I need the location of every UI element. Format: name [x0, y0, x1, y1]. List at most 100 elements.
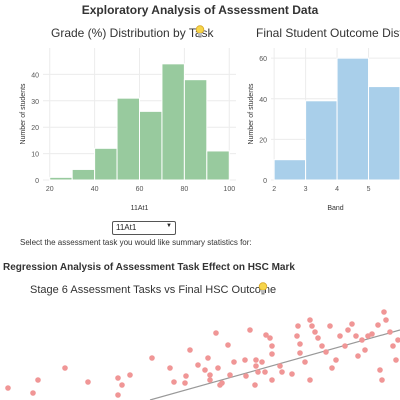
scatter-point — [215, 365, 221, 371]
final-ytick-label: 40 — [259, 97, 267, 104]
task-select[interactable]: 11At1 ▼ — [112, 221, 176, 235]
scatter-point — [309, 323, 315, 329]
task-select-value: 11At1 — [116, 223, 137, 232]
scatter-point — [355, 353, 361, 359]
scatter-point — [171, 379, 177, 385]
scatter-point — [315, 335, 321, 341]
grade-bar — [116, 97, 140, 181]
scatter-point — [359, 337, 365, 343]
final-xtick-label: 5 — [367, 186, 371, 193]
scatter-point — [263, 332, 269, 338]
scatter-point — [252, 382, 258, 388]
scatter-point — [242, 357, 248, 363]
scatter-point — [202, 367, 208, 373]
grade-ylabel: Number of students — [20, 83, 27, 145]
scatter-point — [213, 330, 219, 336]
chevron-down-icon: ▼ — [166, 223, 172, 229]
scatter-point — [353, 333, 359, 339]
final-bar — [336, 57, 370, 181]
scatter-point — [307, 317, 313, 323]
grade-bar — [139, 110, 163, 181]
scatter-point — [337, 333, 343, 339]
scatter-point — [277, 363, 283, 369]
scatter-point — [227, 372, 233, 378]
scatter-point — [294, 333, 300, 339]
scatter-point — [323, 349, 329, 355]
final-chart-title: Final Student Outcome Distribution — [256, 26, 400, 40]
scatter-point — [205, 355, 211, 361]
select-prompt: Select the assessment task you would lik… — [20, 238, 252, 247]
final-ytick-label: 20 — [259, 137, 267, 144]
scatter-point — [297, 341, 303, 347]
scatter-point — [333, 357, 339, 363]
final-bar — [273, 159, 307, 181]
scatter-point — [369, 331, 375, 337]
scatter-point — [127, 372, 133, 378]
grade-ytick-label: 10 — [31, 152, 39, 159]
scatter-point — [377, 367, 383, 373]
scatter-point — [289, 371, 295, 377]
scatter-point — [390, 343, 396, 349]
scatter-point — [362, 347, 368, 353]
grade-bar — [183, 79, 208, 181]
final-ylabel: Number of students — [248, 83, 255, 145]
final-xlabel: Band — [327, 205, 343, 212]
grade-ytick-label: 0 — [35, 178, 39, 185]
scatter-point — [119, 382, 125, 388]
scatter-point — [279, 369, 285, 375]
scatter-point — [207, 372, 213, 378]
scatter-point — [5, 385, 11, 391]
scatter-point — [219, 380, 225, 386]
scatter-point — [115, 375, 121, 381]
scatter-point — [231, 359, 237, 365]
scatter-point — [269, 343, 275, 349]
scatter-point — [379, 377, 385, 383]
scatter-point — [187, 347, 193, 353]
scatter-point — [85, 379, 91, 385]
regression-subtitle: Stage 6 Assessment Tasks vs Final HSC Ou… — [30, 284, 277, 296]
lightbulb-icon[interactable] — [195, 25, 205, 43]
grade-xtick-label: 60 — [136, 186, 144, 193]
scatter-point — [62, 365, 68, 371]
scatter-point — [375, 322, 381, 328]
grade-bar — [71, 168, 96, 181]
scatter-point — [297, 350, 303, 356]
regression-trend-line — [149, 329, 400, 400]
grade-xtick-label: 80 — [180, 186, 188, 193]
grade-bar — [206, 150, 230, 181]
grade-bar — [94, 147, 118, 181]
scatter-point — [327, 323, 333, 329]
grade-ytick-label: 20 — [31, 125, 39, 132]
scatter-point — [307, 377, 313, 383]
grade-xlabel: 11At1 — [131, 205, 149, 212]
scatter-point — [243, 373, 249, 379]
grade-xtick-label: 40 — [91, 186, 99, 193]
final-xtick-label: 2 — [272, 186, 276, 193]
scatter-point — [195, 362, 201, 368]
scatter-point — [225, 342, 231, 348]
scatter-point — [319, 343, 325, 349]
final-ytick-label: 60 — [259, 56, 267, 63]
scatter-point — [393, 357, 399, 363]
scatter-point — [329, 365, 335, 371]
scatter-point — [207, 377, 213, 383]
scatter-point — [383, 317, 389, 323]
scatter-point — [267, 335, 273, 341]
grade-bar — [161, 63, 185, 181]
scatter-point — [182, 380, 188, 386]
scatter-point — [253, 357, 259, 363]
grade-xtick-label: 100 — [223, 186, 235, 193]
scatter-point — [149, 355, 155, 361]
scatter-point — [312, 329, 318, 335]
grade-xtick-label: 20 — [46, 186, 54, 193]
scatter-point — [35, 377, 41, 383]
final-bar — [368, 86, 400, 181]
grade-ytick-label: 30 — [31, 99, 39, 106]
scatter-point — [345, 327, 351, 333]
scatter-point — [302, 359, 308, 365]
lightbulb-icon[interactable] — [258, 282, 268, 300]
scatter-point — [115, 392, 121, 398]
scatter-point — [167, 365, 173, 371]
final-bar — [305, 100, 338, 181]
